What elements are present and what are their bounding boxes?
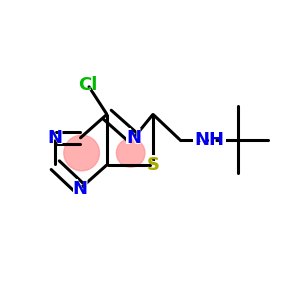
Text: Cl: Cl	[76, 75, 100, 94]
Text: Cl: Cl	[78, 76, 97, 94]
Text: N: N	[126, 129, 141, 147]
Text: S: S	[146, 156, 160, 174]
Text: N: N	[47, 129, 62, 147]
Text: N: N	[73, 180, 88, 198]
Text: N: N	[46, 128, 64, 148]
Text: N: N	[124, 128, 143, 148]
Circle shape	[116, 139, 145, 167]
Text: S: S	[145, 155, 161, 175]
Text: N: N	[71, 178, 89, 199]
Text: NH: NH	[194, 130, 224, 148]
Circle shape	[64, 135, 100, 171]
Text: NH: NH	[191, 130, 228, 150]
